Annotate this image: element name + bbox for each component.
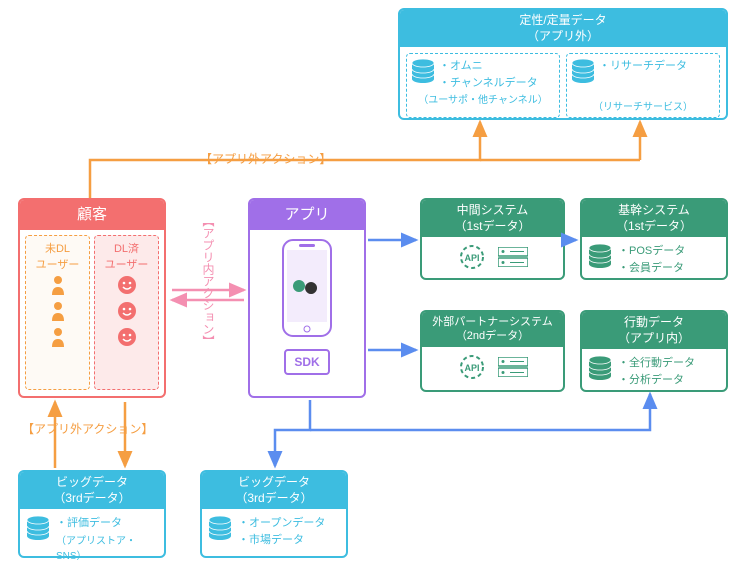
- research-panel: リサーチデータ （リサーチサービス）: [566, 53, 720, 118]
- omni-panel: オムニ チャンネルデータ （ユーサポ・他チャンネル）: [406, 53, 560, 118]
- mid-system-box: 中間システム（1stデータ）: [420, 198, 565, 280]
- server-icon: [498, 247, 528, 267]
- external-data-box: 定性/定量データ （アプリ外） オムニ チャンネルデータ （ユーサポ・他チャンネ…: [398, 8, 728, 120]
- database-icon: [571, 58, 595, 84]
- smile-icon: [117, 327, 137, 347]
- external-data-subtitle: （アプリ外）: [527, 29, 599, 43]
- api-gear-icon: [458, 243, 486, 271]
- database-icon: [26, 515, 50, 541]
- person-icon: [50, 275, 66, 295]
- customer-box: 顧客 未DLユーザー DL済ユーザー: [18, 198, 166, 398]
- person-icon: [50, 301, 66, 321]
- sdk-badge: SDK: [284, 349, 329, 375]
- database-icon: [208, 515, 232, 541]
- label-ext-action-bottom: 【アプリ外アクション】: [22, 420, 153, 437]
- person-icon: [50, 327, 66, 347]
- core-system-box: 基幹システム（1stデータ） POSデータ 会員データ: [580, 198, 728, 280]
- behavior-data-box: 行動データ（アプリ内） 全行動データ 分析データ: [580, 310, 728, 392]
- undownloaded-users: 未DLユーザー: [25, 235, 90, 390]
- omni-item-1: オムニ: [439, 58, 538, 75]
- external-data-title: 定性/定量データ: [519, 13, 606, 27]
- app-box: アプリ SDK: [248, 198, 366, 398]
- label-ext-action-top: 【アプリ外アクション】: [200, 150, 331, 167]
- database-icon: [588, 243, 612, 269]
- api-gear-icon: [458, 353, 486, 381]
- database-icon: [588, 355, 612, 381]
- omni-note: （ユーサポ・他チャンネル）: [411, 91, 555, 106]
- research-note: （リサーチサービス）: [571, 98, 715, 113]
- smile-icon: [117, 275, 137, 295]
- partner-system-box: 外部パートナーシステム（2ndデータ）: [420, 310, 565, 392]
- label-in-app-action: 【アプリ内アクション】: [200, 215, 217, 347]
- smile-icon: [117, 301, 137, 321]
- research-item-1: リサーチデータ: [599, 58, 687, 75]
- bigdata-right-box: ビッグデータ（3rdデータ） オープンデータ 市場データ: [200, 470, 348, 558]
- database-icon: [411, 58, 435, 84]
- downloaded-users: DL済ユーザー: [94, 235, 159, 390]
- omni-item-2: チャンネルデータ: [439, 75, 538, 92]
- bigdata-left-box: ビッグデータ（3rdデータ） 評価データ （アプリストア・SNS）: [18, 470, 166, 558]
- smartphone-icon: [277, 238, 337, 338]
- customer-title: 顧客: [20, 200, 164, 230]
- server-icon: [498, 357, 528, 377]
- app-title: アプリ: [250, 200, 364, 230]
